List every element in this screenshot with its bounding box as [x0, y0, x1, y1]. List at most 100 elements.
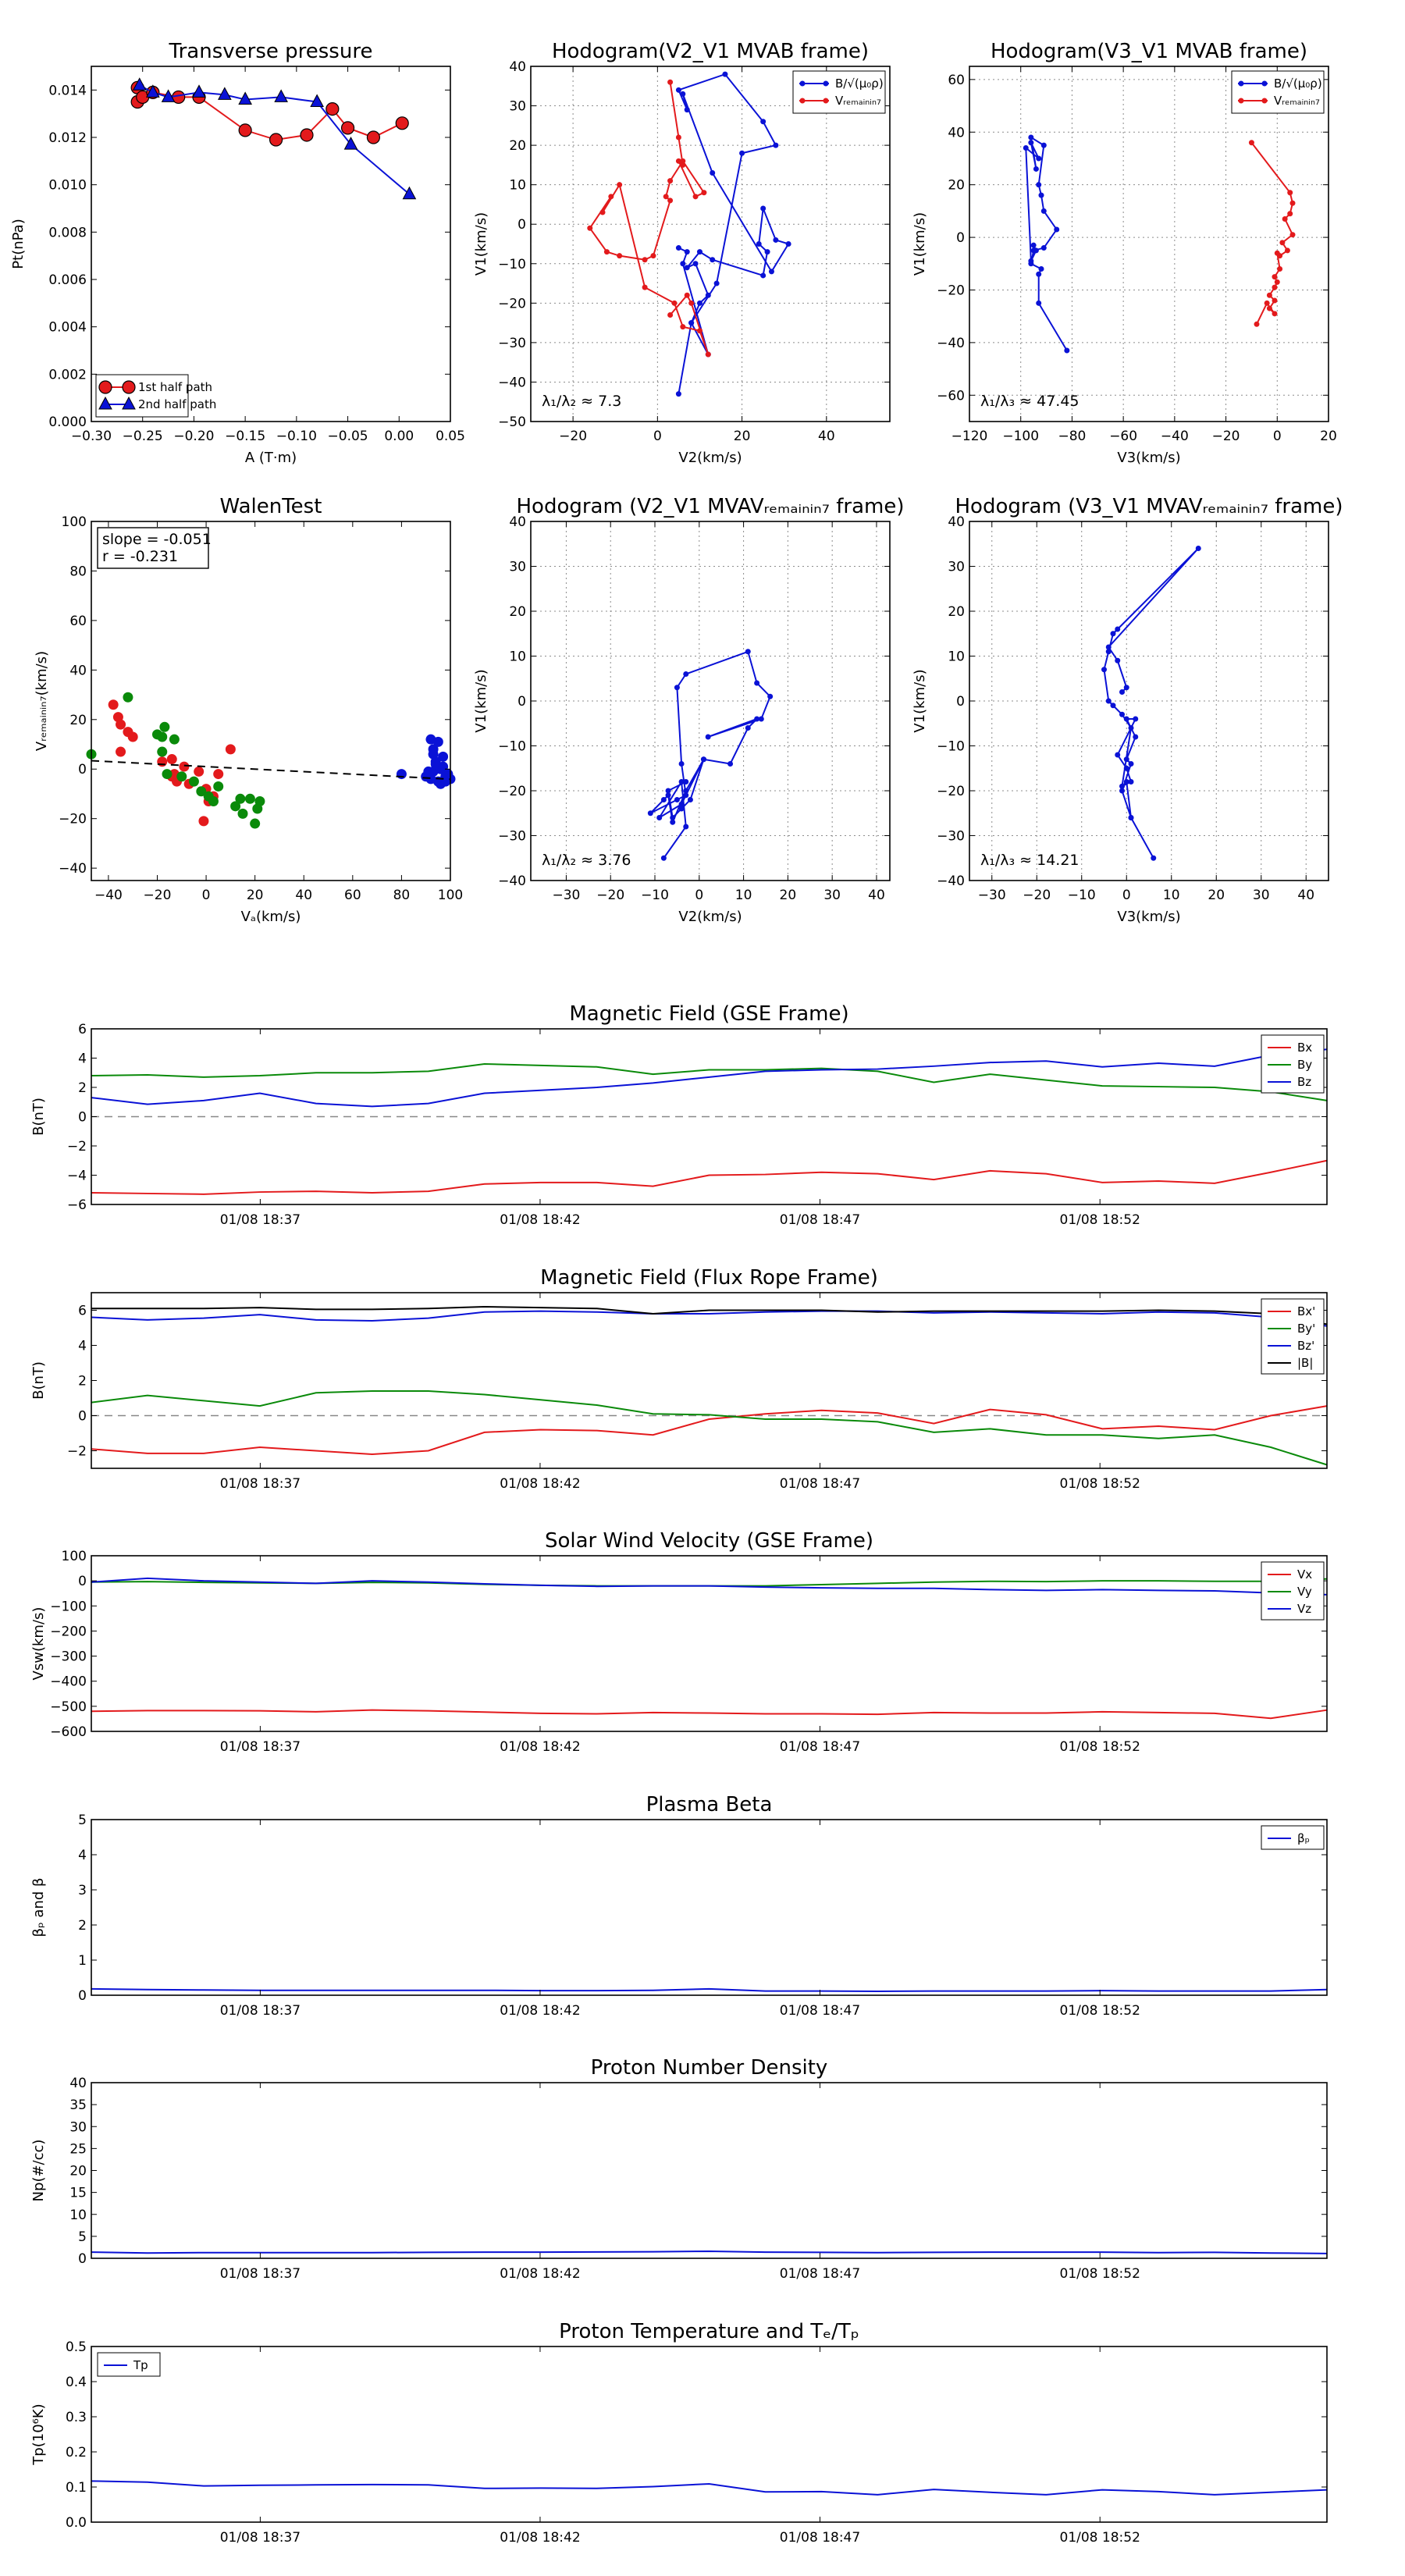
y-tick-label: −30	[498, 336, 526, 351]
data-point	[157, 731, 168, 742]
y-tick-label: −100	[50, 1599, 87, 1614]
y-tick-label: 40	[69, 2076, 87, 2091]
legend-label: 2nd half path	[138, 397, 216, 411]
data-point	[1036, 300, 1042, 306]
data-point	[1036, 271, 1042, 277]
data-point	[1266, 292, 1272, 298]
eigenvalue-ratio: λ₁/λ₂ ≈ 7.3	[542, 393, 621, 410]
x-tick-label: 30	[1253, 888, 1270, 903]
y-tick-label: −2	[67, 1444, 87, 1460]
data-point	[1123, 779, 1129, 785]
data-point	[756, 241, 762, 247]
data-point	[1033, 247, 1039, 254]
data-point	[710, 257, 716, 263]
data-point	[1274, 250, 1280, 256]
y-tick-label: −40	[498, 873, 526, 889]
data-point	[650, 253, 656, 259]
series-0	[1023, 134, 1070, 354]
data-point	[1119, 783, 1125, 789]
data-point	[1115, 752, 1121, 758]
data-point	[683, 788, 689, 794]
data-point	[683, 824, 689, 830]
data-point	[667, 197, 674, 204]
data-point	[340, 121, 355, 135]
legend-box	[792, 70, 886, 114]
x-axis-label: V3(km/s)	[1117, 450, 1180, 466]
series-line-0	[91, 1405, 1328, 1456]
data-point	[1115, 657, 1121, 664]
data-point	[310, 94, 324, 107]
plot-frame	[969, 66, 1329, 422]
data-point	[705, 292, 711, 298]
data-point	[146, 84, 160, 98]
chart-transverse: Transverse pressure−0.30 −0.25 −0.20 −0.15−…	[10, 40, 465, 466]
data-point	[1274, 279, 1280, 285]
y-tick-label: 0	[956, 694, 965, 710]
series-1	[1248, 140, 1296, 327]
y-tick-label: −500	[50, 1699, 87, 1715]
legend: Vx Vy Vz	[1261, 1561, 1325, 1621]
legend-label: Vᵣₑₘₐᵢₙᵢₙ₇	[1274, 94, 1320, 108]
time-tick-label: 01/08 18:47	[780, 1739, 860, 1755]
x-tick-label: 20	[247, 888, 264, 903]
data-point	[764, 249, 770, 255]
data-point	[675, 87, 681, 93]
data-point	[1054, 226, 1060, 233]
y-tick-label: −30	[937, 829, 965, 845]
series-0	[1101, 546, 1201, 861]
data-point	[1110, 703, 1116, 709]
data-point	[684, 107, 690, 113]
data-point	[1133, 734, 1139, 740]
data-point	[1266, 305, 1272, 311]
data-point	[754, 680, 760, 686]
legend-label: βₚ	[1297, 1831, 1310, 1845]
data-point	[617, 182, 623, 188]
x-tick-label: −20	[596, 888, 624, 903]
data-point	[250, 818, 261, 829]
time-tick-label: 01/08 18:47	[780, 1476, 860, 1492]
data-point	[208, 795, 219, 806]
data-point	[696, 300, 702, 306]
x-tick-label: 0	[202, 888, 211, 903]
data-point	[1195, 546, 1201, 551]
data-point	[680, 91, 686, 97]
data-point	[269, 133, 283, 147]
y-tick-label: 100	[62, 514, 87, 530]
y-tick-label: −400	[50, 1674, 87, 1690]
data-point	[1028, 140, 1034, 146]
x-tick-label: 40	[1297, 888, 1314, 903]
y-tick-label: 0.010	[48, 178, 87, 194]
series-1	[587, 79, 711, 358]
legend: βₚ	[1261, 1825, 1325, 1850]
chart-title: Solar Wind Velocity (GSE Frame)	[545, 1529, 873, 1553]
legend: Bx By Bz	[1261, 1034, 1325, 1094]
x-tick-label: 100	[438, 888, 463, 903]
data-point	[161, 89, 176, 102]
chart-hodo_v2_mvav: Hodogram (V2_V1 MVAVᵣₑₘₐᵢₙᵢₙ₇ frame) −30 −…	[473, 495, 905, 925]
data-point	[705, 351, 711, 358]
data-point	[122, 380, 136, 394]
time-tick-label: 01/08 18:37	[220, 1476, 301, 1492]
data-point	[396, 769, 407, 780]
time-tick-label: 01/08 18:52	[1060, 2266, 1140, 2282]
legend-label: 1st half path	[138, 380, 212, 394]
y-tick-label: 0.5	[66, 2339, 87, 2355]
y-tick-label: −200	[50, 1624, 87, 1639]
chart-title: Magnetic Field (GSE Frame)	[569, 1002, 848, 1026]
y-tick-label: 0.006	[48, 272, 87, 288]
chart-title: Magnetic Field (Flux Rope Frame)	[540, 1266, 878, 1290]
y-axis-label: Vᵣₑₘₐᵢₙᵢₙ₇(km/s)	[34, 651, 50, 751]
data-point	[1261, 98, 1268, 104]
data-point	[1128, 779, 1134, 785]
chart-title: Hodogram (V2_V1 MVAVᵣₑₘₐᵢₙᵢₙ₇ frame)	[516, 495, 904, 518]
y-tick-label: 80	[69, 564, 87, 579]
y-tick-label: −6	[67, 1197, 87, 1213]
legend-label: B/√(μ₀ρ)	[1274, 76, 1322, 91]
y-axis-label: Tp(10⁶K)	[30, 2403, 47, 2465]
plot-frame	[91, 521, 451, 881]
y-tick-label: 0.4	[66, 2375, 87, 2390]
data-point	[603, 249, 610, 255]
time-tick-label: 01/08 18:52	[1060, 1212, 1140, 1228]
series-line-2	[91, 1048, 1328, 1108]
data-point	[683, 792, 689, 799]
